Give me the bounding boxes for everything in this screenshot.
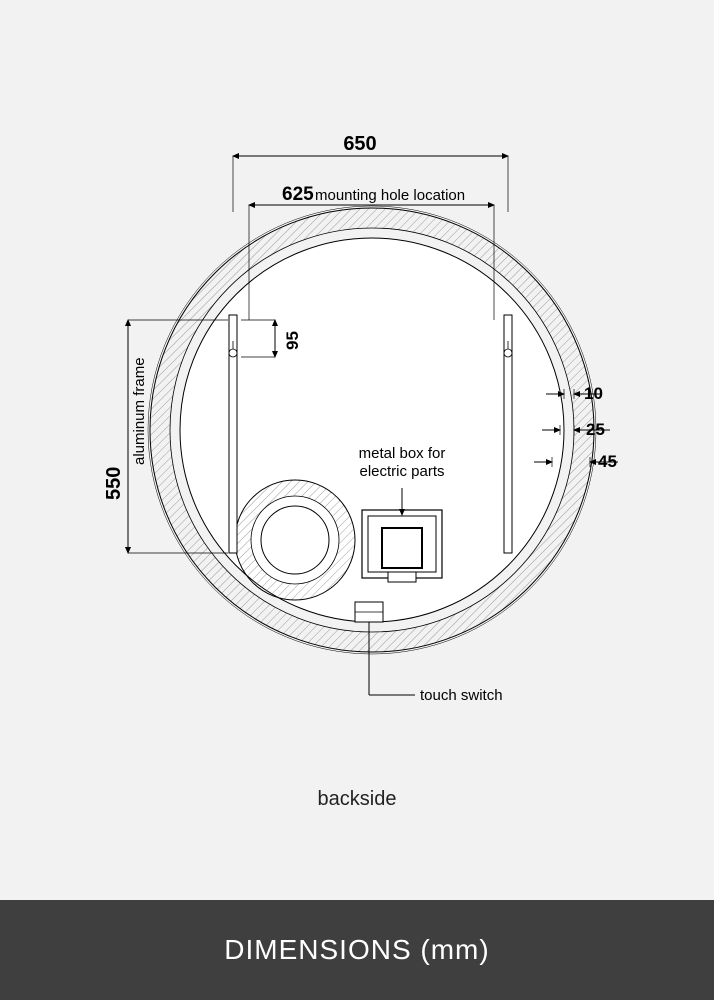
svg-text:45: 45 <box>598 452 617 471</box>
svg-text:10: 10 <box>584 384 603 403</box>
view-caption: backside <box>0 788 714 811</box>
footer-bar: DIMENSIONS (mm) <box>0 900 714 1000</box>
footer-title: DIMENSIONS (mm) <box>224 934 489 966</box>
svg-text:electric parts: electric parts <box>359 463 444 480</box>
svg-text:touch switch: touch switch <box>420 687 503 704</box>
svg-text:95: 95 <box>283 331 302 350</box>
diagram: metal box forelectric parts touch switch 6… <box>0 0 714 905</box>
svg-text:metal box for: metal box for <box>359 445 446 462</box>
svg-text:aluminum frame: aluminum frame <box>131 357 148 465</box>
svg-text:25: 25 <box>586 420 605 439</box>
page: metal box forelectric parts touch switch 6… <box>0 0 714 1000</box>
svg-text:550: 550 <box>103 467 125 500</box>
svg-text:650: 650 <box>343 133 376 155</box>
svg-text:mounting hole location: mounting hole location <box>315 187 465 204</box>
svg-text:625: 625 <box>282 184 314 205</box>
